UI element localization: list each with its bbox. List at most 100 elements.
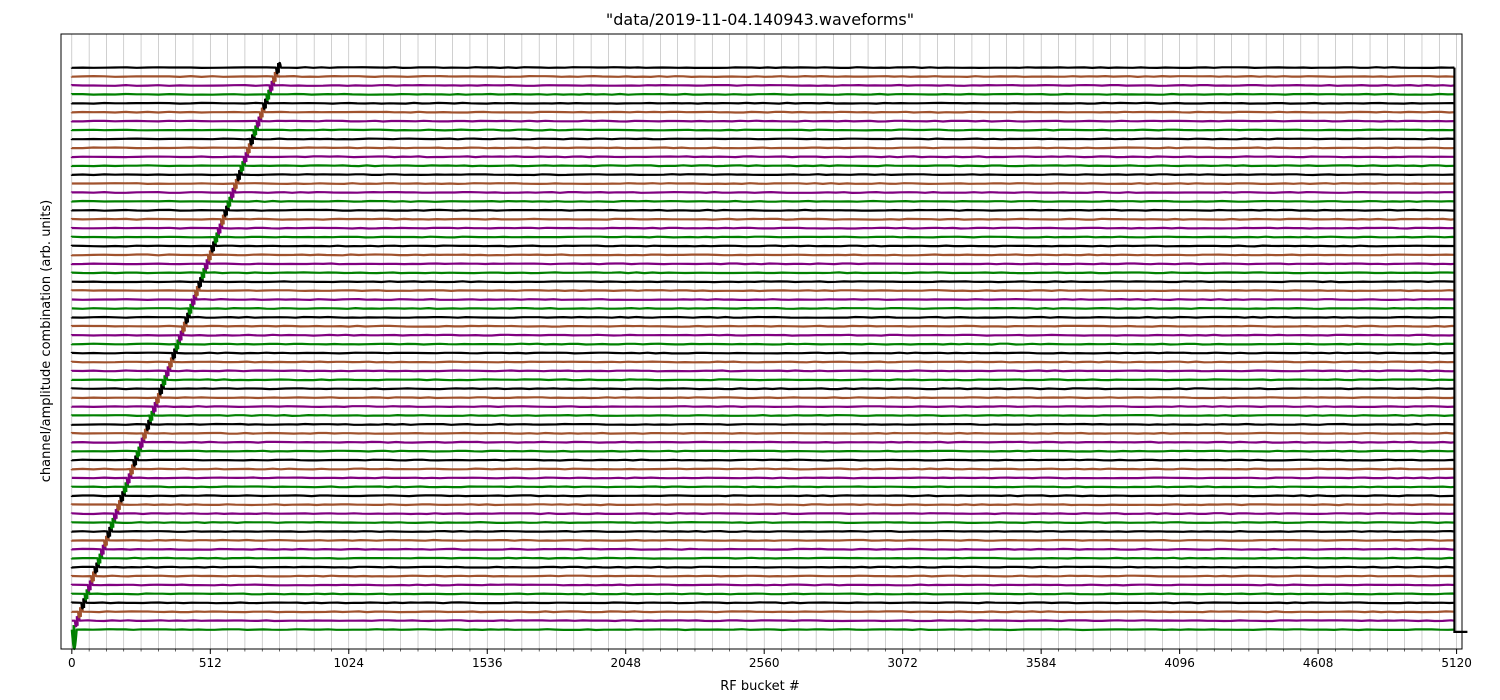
waveform-trace: [70, 204, 1456, 217]
x-tick-label: 2560: [749, 656, 780, 670]
pulse-marker: [273, 71, 277, 82]
x-tick-label: 512: [199, 656, 222, 670]
pulse-marker: [241, 161, 245, 171]
pulse-marker: [108, 526, 112, 537]
waveform-trace: [70, 552, 1455, 565]
x-tick-label: 4608: [1303, 656, 1334, 670]
x-tick-label: 2048: [610, 656, 641, 670]
pulse-marker: [173, 348, 177, 359]
waveform-trace: [70, 61, 1455, 75]
pulse-marker: [231, 187, 235, 198]
pulse-marker: [186, 312, 190, 323]
pulse-marker: [104, 535, 108, 546]
waveform-trace: [70, 338, 1456, 351]
pulse-marker: [244, 152, 248, 162]
waveform-trace: [70, 507, 1455, 521]
pulse-marker: [127, 473, 131, 484]
waveform-trace: [70, 628, 1455, 651]
pulse-marker: [111, 517, 115, 528]
pulse-marker: [234, 179, 238, 189]
waveform-trace: [70, 79, 1455, 93]
pulse-marker: [195, 286, 199, 296]
pulse-marker: [79, 607, 82, 617]
pulse-marker: [75, 616, 79, 626]
waveform-trace: [70, 160, 1456, 173]
waveform-trace: [70, 213, 1455, 226]
waveform-trace: [70, 168, 1455, 182]
pulse-marker: [95, 562, 99, 573]
waveform-trace: [70, 579, 1455, 592]
pulse-marker: [82, 598, 86, 608]
x-axis-label: RF bucket #: [720, 679, 799, 694]
pulse-marker: [254, 125, 258, 136]
waveform-trace: [70, 597, 1455, 610]
pulse-marker: [85, 589, 89, 600]
waveform-trace: [70, 267, 1455, 280]
x-tick-label: 3584: [1026, 656, 1057, 670]
pulse-marker: [98, 553, 102, 564]
waveform-trace: [70, 258, 1455, 271]
pulse-marker: [212, 241, 216, 252]
waveform-trace: [70, 231, 1455, 244]
pulse-marker: [130, 464, 134, 475]
waveform-trace: [70, 409, 1455, 423]
waveform-trace: [70, 320, 1455, 333]
pulse-marker: [189, 303, 193, 314]
waveform-trace: [70, 499, 1455, 512]
pulse-marker: [270, 80, 274, 91]
x-gridlines: [71, 34, 1457, 649]
waveform-trace: [70, 142, 1455, 155]
plot-frame: [60, 33, 1463, 650]
pulse-marker: [260, 107, 264, 118]
pulse-marker: [228, 196, 232, 207]
waveform-trace: [71, 614, 1455, 628]
pulse-marker: [150, 410, 154, 421]
waveform-trace: [70, 115, 1456, 128]
waveform-trace: [70, 186, 1455, 200]
waveform-trace: [70, 97, 1455, 110]
waveform-trace: [70, 570, 1455, 583]
pulse-marker: [276, 63, 280, 73]
end-step-line: [1453, 67, 1468, 633]
waveform-trace: [70, 195, 1455, 208]
pulse-marker: [225, 205, 228, 216]
waveform-trace: [70, 347, 1455, 360]
pulse-marker: [264, 98, 267, 109]
pulse-marker: [238, 170, 241, 180]
pulse-marker: [114, 509, 118, 519]
waveform-trace: [70, 534, 1455, 547]
pulse-marker: [251, 134, 254, 145]
chart-title: "data/2019-11-04.140943.waveforms": [606, 10, 914, 29]
pulse-marker: [153, 402, 157, 412]
pulse-marker: [124, 482, 128, 493]
waveform-trace: [71, 276, 1455, 289]
pulse-marker: [205, 259, 209, 270]
pulse-marker: [202, 268, 206, 278]
waveform-traces: [70, 61, 1468, 651]
pulse-marker: [101, 544, 105, 555]
waveform-trace: [70, 436, 1455, 449]
pulse-marker: [163, 375, 167, 385]
waveform-trace: [70, 70, 1456, 84]
waveform-trace: [70, 151, 1455, 164]
waveform-trace: [71, 177, 1455, 191]
pulse-marker: [221, 214, 225, 225]
x-tick-label: 1536: [472, 656, 503, 670]
pulse-marker: [137, 446, 141, 457]
waveform-trace: [70, 88, 1455, 101]
waveform-trace: [70, 240, 1455, 253]
pulse-marker: [156, 393, 160, 403]
pulse-marker: [169, 357, 173, 368]
waveform-trace: [70, 418, 1455, 431]
x-tick-label: 5120: [1441, 656, 1472, 670]
pulse-marker: [218, 223, 222, 234]
waveform-trace: [70, 490, 1455, 503]
y-axis-label: channel/amplitude combination (arb. unit…: [39, 200, 54, 482]
pulse-marker: [215, 232, 219, 243]
waveform-trace: [70, 311, 1455, 324]
waveform-trace: [70, 445, 1455, 458]
x-tick-label: 3072: [887, 656, 918, 670]
pulse-marker: [72, 625, 76, 649]
pulse-marker: [247, 143, 251, 154]
